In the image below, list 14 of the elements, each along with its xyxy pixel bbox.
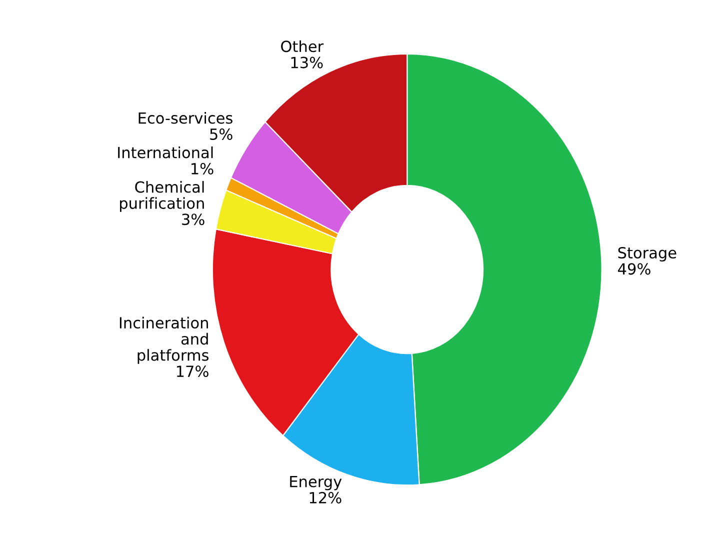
data-label: 12% <box>310 492 342 504</box>
slice-label: Other <box>281 40 324 52</box>
slice-label: Chemical purification <box>120 180 204 212</box>
slice-label: Incineration and platforms <box>120 316 209 364</box>
data-label: 3% <box>182 214 204 226</box>
slice-label: Storage <box>618 246 676 262</box>
data-label: 49% <box>618 263 650 275</box>
slice-label: International <box>118 146 213 158</box>
slice-label: Energy <box>290 476 342 490</box>
data-label: 1% <box>192 162 214 174</box>
data-label: 5% <box>210 128 232 140</box>
data-label: 17% <box>176 366 208 378</box>
data-label: 13% <box>291 56 323 68</box>
slice-label: Eco-services <box>138 112 232 124</box>
